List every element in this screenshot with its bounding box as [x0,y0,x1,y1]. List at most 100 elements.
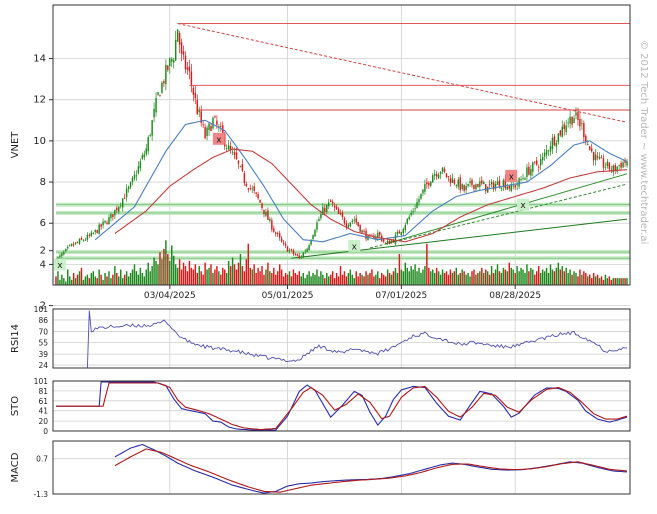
candle-body [70,243,73,246]
candle-body [418,199,420,203]
support-trendline [385,173,628,245]
volume-bar [467,272,469,285]
candle-body [259,199,261,203]
candle-body [502,180,505,187]
volume-bar [439,274,442,285]
volume-bar [247,243,250,285]
candle-body [508,185,511,189]
candle-body [220,125,222,127]
volume-bar [351,274,354,285]
candle-body [286,246,289,252]
volume-bar [579,269,581,285]
volume-bar [239,254,242,285]
volume-bar [612,278,615,285]
volume-bar [349,269,352,285]
date-tick-label: 07/01/2025 [375,291,427,301]
support-trendline [369,183,628,249]
volume-bar [618,278,620,285]
price-tick-label: 8 [40,177,46,188]
candle-body [561,126,563,137]
volume-bar [169,260,171,285]
volume-bar [547,272,550,285]
volume-bar [428,267,430,285]
volume-bar [396,272,399,285]
volume-bar [308,271,310,285]
candle-body [251,188,253,190]
candle-body [94,229,96,232]
volume-bar [596,274,599,285]
candle-body [125,188,128,198]
price-tick-label: 10 [33,136,46,147]
volume-bar [161,259,163,285]
candle-body [551,137,554,149]
candle-body [349,222,352,227]
volume-bar [530,267,532,285]
rsi-tick-label: 101 [34,305,49,314]
volume-bar [416,271,418,285]
candle-body [333,205,336,208]
candle-body [302,252,304,258]
candle-body [449,178,452,184]
candle-body [400,232,403,235]
candle-body [235,152,238,159]
candle-body [398,231,401,234]
volume-bar [98,269,100,285]
candle-body [624,160,626,163]
candle-body [569,116,571,124]
volume-bar [500,272,503,285]
candle-body [273,228,275,232]
candle-body [275,232,277,234]
volume-bar [420,272,422,285]
candle-body [243,173,246,184]
volume-bar [447,274,450,285]
volume-bar [367,274,369,285]
candle-body [74,242,77,245]
volume-bar [224,269,226,285]
volume-bar [243,271,246,285]
candle-body [459,177,461,190]
volume-bar [265,269,267,285]
volume-bar [324,278,326,285]
candle-body [612,165,615,173]
candle-body [163,81,165,84]
volume-bar [433,272,436,285]
volume-bar [157,264,159,285]
volume-bar [608,276,611,285]
volume-bar [581,274,583,285]
candle-body [229,145,232,150]
watermark-text: © 2012 Tech Trader ~ www.techtrader.ai [638,40,649,244]
volume-bar [520,267,522,285]
volume-bar [100,274,102,285]
volume-bar [304,278,306,285]
sell-signal-marker [505,169,518,182]
volume-bar [249,267,251,285]
volume-bar [539,272,542,285]
candle-body [424,184,426,192]
volume-bar [129,272,132,285]
moving-average-fast [94,119,628,243]
volume-bar [492,272,495,285]
volume-bar [384,276,387,285]
candle-body [469,181,471,184]
volume-bar [229,266,232,285]
volume-bar [92,271,95,285]
price-tick-label: 4 [40,259,46,270]
volume-bar [471,271,473,285]
volume-bar [165,240,167,285]
candle-body [72,244,75,246]
candle-body [439,172,442,174]
candle-body [600,157,603,159]
macd-axis-label: MACD [10,452,21,482]
volume-bar [125,271,128,285]
candle-body [337,208,340,214]
volume-bar [298,271,301,285]
candle-body [149,135,151,136]
candle-body [555,142,558,147]
volume-bar [237,262,240,285]
rsi-tick-label: 39 [38,350,48,359]
candle-body [82,240,85,242]
candle-body [553,136,556,146]
volume-bar [328,276,330,285]
volume-bar [282,276,285,285]
volume-bar [300,276,303,285]
